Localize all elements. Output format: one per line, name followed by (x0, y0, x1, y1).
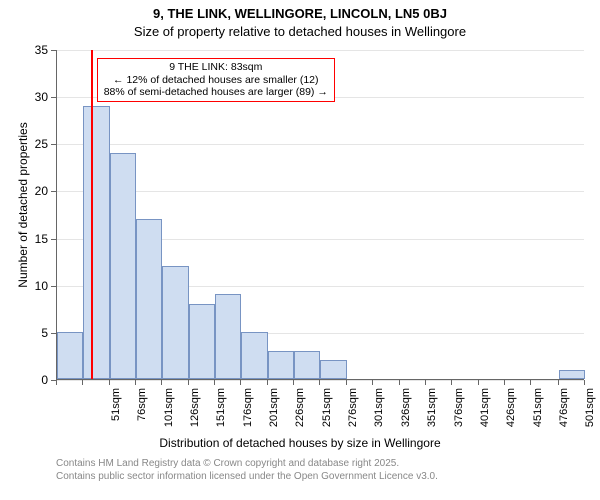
y-tick-label: 25 (26, 137, 48, 151)
y-axis-title: Number of detached properties (16, 105, 30, 305)
x-tick-label: 126sqm (189, 388, 201, 438)
x-tick-mark (56, 380, 57, 385)
footnote-line: Contains public sector information licen… (56, 471, 438, 484)
y-tick-label: 35 (26, 43, 48, 57)
x-tick-mark (425, 380, 426, 385)
x-tick-label: 226sqm (294, 388, 306, 438)
x-tick-label: 351sqm (426, 388, 438, 438)
y-tick-label: 0 (26, 373, 48, 387)
histogram-bar (215, 294, 241, 379)
x-tick-label: 101sqm (163, 388, 175, 438)
y-tick-label: 30 (26, 90, 48, 104)
x-tick-label: 401sqm (479, 388, 491, 438)
chart-footnote: Contains HM Land Registry data © Crown c… (56, 458, 438, 483)
x-tick-label: 276sqm (347, 388, 359, 438)
x-tick-label: 451sqm (532, 388, 544, 438)
y-tick-mark (51, 97, 56, 98)
x-tick-mark (451, 380, 452, 385)
x-tick-label: 301sqm (373, 388, 385, 438)
chart-title-sub: Size of property relative to detached ho… (0, 24, 600, 39)
histogram-bar (320, 360, 346, 379)
x-tick-mark (135, 380, 136, 385)
x-tick-mark (530, 380, 531, 385)
x-tick-mark (399, 380, 400, 385)
plot-area: 9 THE LINK: 83sqm← 12% of detached house… (56, 50, 584, 380)
x-tick-mark (346, 380, 347, 385)
x-tick-mark (504, 380, 505, 385)
histogram-bar (268, 351, 294, 379)
histogram-bar (136, 219, 162, 379)
histogram-bar (241, 332, 267, 379)
x-tick-label: 426sqm (505, 388, 517, 438)
callout-line: 9 THE LINK: 83sqm (104, 61, 328, 74)
x-tick-mark (372, 380, 373, 385)
marker-line (91, 50, 93, 379)
y-tick-mark (51, 144, 56, 145)
x-tick-mark (584, 380, 585, 385)
x-tick-mark (293, 380, 294, 385)
gridline (57, 50, 584, 51)
x-tick-label: 176sqm (242, 388, 254, 438)
gridline (57, 191, 584, 192)
y-tick-mark (51, 239, 56, 240)
x-tick-mark (558, 380, 559, 385)
y-tick-mark (51, 286, 56, 287)
x-tick-mark (188, 380, 189, 385)
histogram-bar (57, 332, 83, 379)
histogram-bar (559, 370, 585, 379)
x-axis-title: Distribution of detached houses by size … (0, 436, 600, 450)
y-tick-mark (51, 50, 56, 51)
x-tick-mark (214, 380, 215, 385)
x-tick-mark (82, 380, 83, 385)
x-tick-mark (161, 380, 162, 385)
histogram-bar (162, 266, 188, 379)
x-tick-label: 376sqm (453, 388, 465, 438)
x-tick-label: 501sqm (584, 388, 596, 438)
x-tick-label: 476sqm (558, 388, 570, 438)
marker-callout: 9 THE LINK: 83sqm← 12% of detached house… (97, 58, 335, 102)
histogram-chart: 9, THE LINK, WELLINGORE, LINCOLN, LN5 0B… (0, 0, 600, 500)
y-tick-label: 15 (26, 232, 48, 246)
y-tick-mark (51, 333, 56, 334)
chart-title-main: 9, THE LINK, WELLINGORE, LINCOLN, LN5 0B… (0, 6, 600, 21)
x-tick-label: 51sqm (110, 388, 122, 438)
gridline (57, 144, 584, 145)
histogram-bar (294, 351, 320, 379)
x-tick-mark (240, 380, 241, 385)
x-tick-mark (109, 380, 110, 385)
y-tick-label: 5 (26, 326, 48, 340)
x-tick-label: 201sqm (268, 388, 280, 438)
histogram-bar (189, 304, 215, 379)
x-tick-label: 76sqm (136, 388, 148, 438)
x-tick-label: 251sqm (321, 388, 333, 438)
callout-line: 88% of semi-detached houses are larger (… (104, 86, 328, 99)
histogram-bar (83, 106, 109, 379)
x-tick-mark (267, 380, 268, 385)
x-tick-label: 326sqm (400, 388, 412, 438)
y-tick-label: 10 (26, 279, 48, 293)
y-tick-mark (51, 191, 56, 192)
gridline (57, 380, 584, 381)
callout-line: ← 12% of detached houses are smaller (12… (104, 74, 328, 87)
x-tick-label: 151sqm (215, 388, 227, 438)
x-tick-mark (319, 380, 320, 385)
x-tick-mark (478, 380, 479, 385)
y-tick-label: 20 (26, 184, 48, 198)
footnote-line: Contains HM Land Registry data © Crown c… (56, 458, 438, 471)
histogram-bar (110, 153, 136, 379)
